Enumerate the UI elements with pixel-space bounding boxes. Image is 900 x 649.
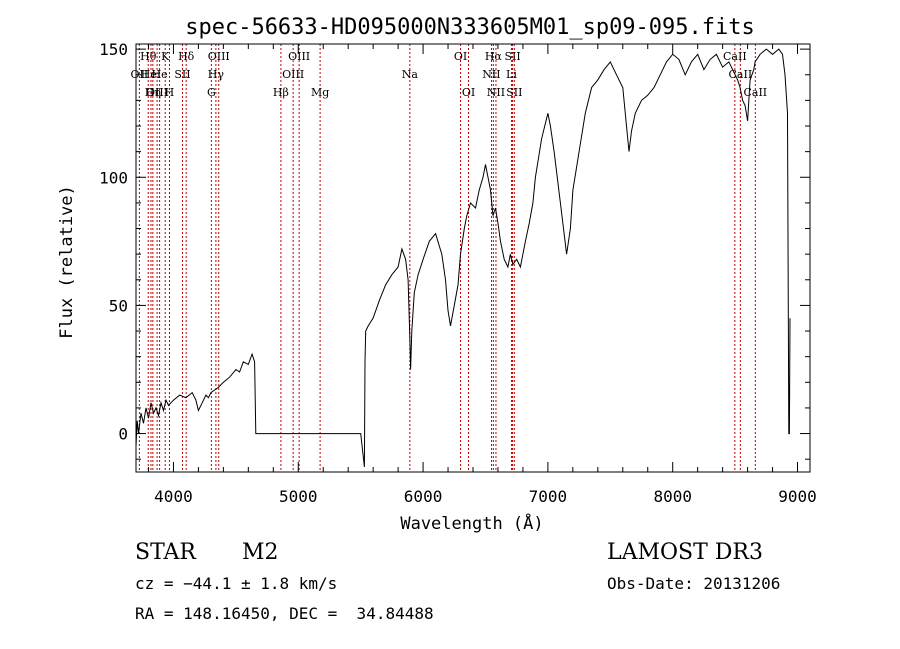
object-subclass: M2 xyxy=(242,540,279,565)
spectral-line-label: K xyxy=(161,50,170,63)
object-class: STAR xyxy=(135,540,196,565)
x-tick-label: 6000 xyxy=(404,487,443,506)
spectral-line-label: SII xyxy=(174,68,190,81)
spectral-line-label: OIII xyxy=(208,50,230,63)
spectral-line-label: Hη xyxy=(145,86,161,99)
spectral-line-label: HeI xyxy=(141,68,161,81)
spectral-line-label: H xyxy=(165,86,175,99)
y-axis: 0 50 100 150 xyxy=(99,40,810,460)
x-tick-label: 8000 xyxy=(653,487,692,506)
spectral-line-label: Hγ xyxy=(208,68,225,81)
spectral-line-label: NII xyxy=(482,68,500,81)
spectral-line-label: OIII xyxy=(288,50,310,63)
redshift-velocity: cz = −44.1 ± 1.8 km/s xyxy=(135,574,338,593)
y-tick-label: 50 xyxy=(109,296,128,315)
spectral-line-label: Hδ xyxy=(178,50,195,63)
y-tick-label: 150 xyxy=(99,40,128,59)
spectrum-line xyxy=(135,48,791,467)
spectral-line-label: Hβ xyxy=(273,86,289,99)
chart-title: spec-56633-HD095000N333605M01_sp09-095.f… xyxy=(185,15,755,40)
spectral-line-label: OI xyxy=(462,86,475,99)
spectral-line-label: G xyxy=(207,86,216,99)
coordinates: RA = 148.16450, DEC = 34.84488 xyxy=(135,604,434,623)
spectral-line-label: He xyxy=(152,68,168,81)
spectral-line-label: Li xyxy=(506,68,517,81)
observation-date: Obs-Date: 20131206 xyxy=(607,574,781,593)
y-tick-label: 0 xyxy=(118,425,128,444)
spectral-line-label: Mg xyxy=(311,86,329,99)
spectral-line-label: NII xyxy=(487,86,505,99)
plot-frame xyxy=(135,43,811,473)
x-tick-label: 7000 xyxy=(529,487,568,506)
spectral-line-label: Hθ xyxy=(140,50,157,63)
spectral-line-label: OI xyxy=(454,50,467,63)
spectral-line-label: CaII xyxy=(729,68,753,81)
spectral-line-label: SII xyxy=(504,50,520,63)
y-axis-label: Flux (relative) xyxy=(57,185,77,339)
spectral-line-label: Na xyxy=(402,68,419,81)
x-tick-label: 9000 xyxy=(778,487,817,506)
spectral-line-markers xyxy=(138,44,756,472)
spectral-line-label: CaII xyxy=(723,50,747,63)
y-tick-label: 100 xyxy=(99,168,128,187)
spectral-line-label: OIII xyxy=(282,68,304,81)
x-axis: 4000 5000 6000 7000 8000 9000 xyxy=(147,44,817,506)
spectral-line-label: Hα xyxy=(485,50,503,63)
spectral-line-label: OIII xyxy=(146,86,168,99)
x-axis-label: Wavelength (Å) xyxy=(400,512,543,534)
spectral-line-label: SII xyxy=(506,86,522,99)
x-tick-label: 5000 xyxy=(279,487,318,506)
spectral-line-label: CaII xyxy=(743,86,767,99)
x-tick-label: 4000 xyxy=(154,487,193,506)
survey-name: LAMOST DR3 xyxy=(607,540,763,565)
